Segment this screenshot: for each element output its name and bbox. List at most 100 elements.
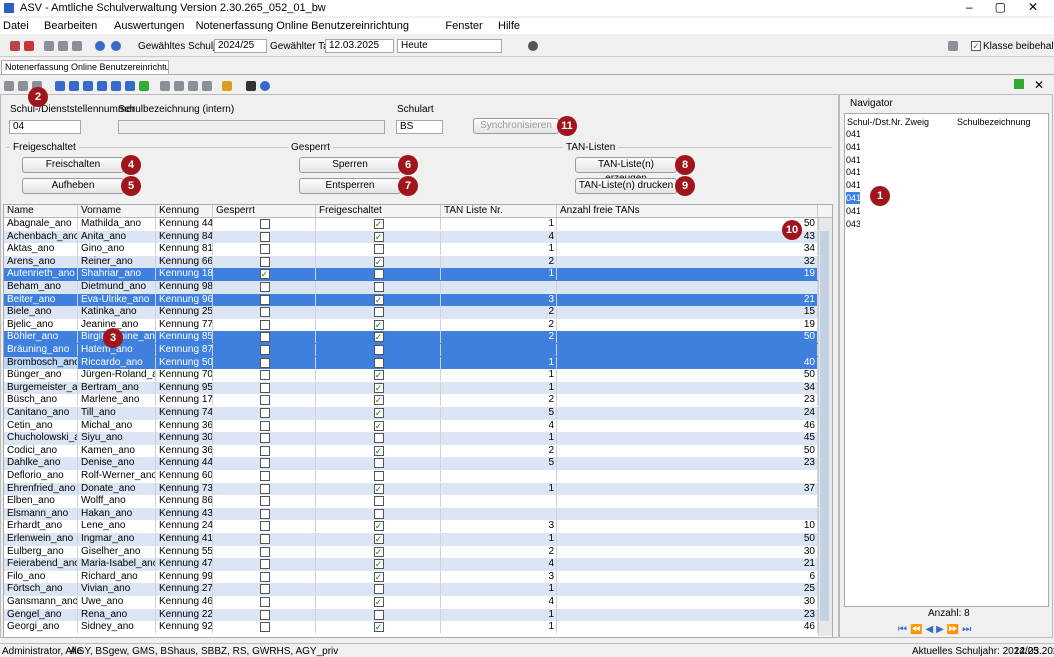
nr-input[interactable]: 04 <box>9 120 81 134</box>
table-row[interactable]: Bjelic_anoJeanine_anoKennung 7793...✓219 <box>4 319 818 332</box>
column-header[interactable]: Kennung <box>156 205 213 217</box>
nav-row[interactable]: 041 <box>846 128 860 140</box>
table-row[interactable]: Beiter_anoEva-Ulrike_anoKennung 9655...✓… <box>4 294 818 307</box>
checkbox[interactable]: ✓ <box>260 269 270 279</box>
nav-row[interactable]: 043 <box>846 218 860 230</box>
table-row[interactable]: Deflorio_anoRolf-Werner_anoKennung 6006.… <box>4 470 818 483</box>
checkbox[interactable] <box>260 307 270 317</box>
checkbox[interactable] <box>374 307 384 317</box>
checkbox[interactable] <box>374 282 384 292</box>
checkbox[interactable]: ✓ <box>374 559 384 569</box>
column-header[interactable]: Vorname <box>78 205 156 217</box>
table-row[interactable]: Arens_anoReiner_anoKennung 6673...✓232 <box>4 256 818 269</box>
table-row[interactable]: Achenbach_anoAnita_anoKennung 8436...✓44… <box>4 231 818 244</box>
table-row[interactable]: Burgemeister_anoBertram_anoKennung 9524.… <box>4 382 818 395</box>
table-row[interactable]: Bräuning_anoHatem_anoKennung 8705... <box>4 344 818 357</box>
checkbox[interactable]: ✓ <box>374 421 384 431</box>
table-row[interactable]: Cetin_anoMichal_anoKennung 3689...✓446 <box>4 420 818 433</box>
checkbox[interactable] <box>374 471 384 481</box>
heute-select[interactable]: Heute <box>397 39 502 53</box>
checkbox[interactable]: ✓ <box>374 383 384 393</box>
checkbox[interactable] <box>260 534 270 544</box>
checkbox[interactable]: ✓ <box>374 219 384 229</box>
table-row[interactable]: Feierabend_anoMaria-Isabel_anoKennung 47… <box>4 558 818 571</box>
checkbox[interactable] <box>260 408 270 418</box>
checkbox[interactable] <box>260 458 270 468</box>
window-controls[interactable]: –▢✕ <box>966 0 1046 14</box>
checkbox[interactable]: ✓ <box>374 572 384 582</box>
checkbox[interactable] <box>260 332 270 342</box>
table-row[interactable]: Biele_anoKatinka_anoKennung 2528...215 <box>4 306 818 319</box>
checkbox[interactable] <box>260 219 270 229</box>
checkbox[interactable] <box>260 622 270 632</box>
table-row[interactable]: Böhler_anoBirgit-Sabine_anoKennung 8584.… <box>4 331 818 344</box>
nav-controls[interactable]: ⏮⏪◀▶⏩⏭ <box>898 624 974 635</box>
freischalten-button[interactable]: Freischalten <box>22 157 124 173</box>
column-header[interactable]: Anzahl freie TANs <box>557 205 818 217</box>
checkbox[interactable] <box>374 496 384 506</box>
checkbox[interactable] <box>260 244 270 254</box>
table-row[interactable]: Gengel_anoRena_anoKennung 2246...123 <box>4 609 818 622</box>
table-row[interactable]: Chucholowski_anoSiyu_anoKennung 3016...1… <box>4 432 818 445</box>
nav-row[interactable]: 041 <box>846 192 860 204</box>
entsperren-button[interactable]: Entsperren <box>299 178 401 194</box>
table-row[interactable]: Elben_anoWolff_anoKennung 8686... <box>4 495 818 508</box>
checkbox[interactable] <box>260 383 270 393</box>
checkbox[interactable]: ✓ <box>374 622 384 632</box>
checkbox[interactable]: ✓ <box>374 370 384 380</box>
checkbox[interactable] <box>260 610 270 620</box>
checkbox[interactable] <box>260 433 270 443</box>
checkbox[interactable] <box>260 572 270 582</box>
checkbox[interactable]: ✓ <box>374 534 384 544</box>
scroll-thumb[interactable] <box>820 231 829 621</box>
checkbox[interactable] <box>260 395 270 405</box>
checkbox[interactable]: ✓ <box>374 484 384 494</box>
checkbox[interactable] <box>374 358 384 368</box>
checkbox[interactable] <box>374 345 384 355</box>
menu-item[interactable]: Fenster <box>445 20 482 32</box>
checkbox[interactable] <box>260 421 270 431</box>
table-row[interactable]: Autenrieth_anoShahriar_anoKennung 1899..… <box>4 268 818 281</box>
sperren-button[interactable]: Sperren <box>299 157 401 173</box>
checkbox[interactable]: ✓ <box>374 257 384 267</box>
checkbox[interactable] <box>260 358 270 368</box>
checkbox[interactable] <box>260 295 270 305</box>
table-row[interactable]: Beham_anoDietmund_anoKennung 9885... <box>4 281 818 294</box>
nav-row[interactable]: 041 <box>846 154 860 166</box>
checkbox[interactable] <box>260 484 270 494</box>
menu-item[interactable]: Hilfe <box>498 20 520 32</box>
tab[interactable]: Notenerfassung Online Benutzereinrichtun… <box>1 60 169 74</box>
checkbox[interactable]: ✓ <box>374 332 384 342</box>
tag-input[interactable]: 12.03.2025 <box>325 39 394 53</box>
checkbox[interactable] <box>260 559 270 569</box>
column-header[interactable]: Gesperrt <box>213 205 316 217</box>
menu-item[interactable]: Datei <box>3 20 29 32</box>
tan-drucken-button[interactable]: TAN-Liste(n) drucken <box>575 178 677 194</box>
checkbox[interactable] <box>260 257 270 267</box>
checkbox[interactable]: ✓ <box>374 320 384 330</box>
checkbox[interactable] <box>374 244 384 254</box>
schuljahr-select[interactable]: 2024/25 <box>214 39 267 53</box>
checkbox[interactable] <box>260 509 270 519</box>
checkbox[interactable] <box>260 521 270 531</box>
column-header[interactable]: Freigeschaltet <box>316 205 441 217</box>
checkbox[interactable] <box>260 320 270 330</box>
column-header[interactable]: Name <box>4 205 78 217</box>
checkbox[interactable] <box>260 446 270 456</box>
checkbox[interactable] <box>260 547 270 557</box>
table-row[interactable]: Bünger_anoJürgen-Roland_anoKennung 7064.… <box>4 369 818 382</box>
checkbox[interactable] <box>374 584 384 594</box>
checkbox[interactable] <box>374 269 384 279</box>
checkbox[interactable] <box>374 610 384 620</box>
checkbox[interactable] <box>260 282 270 292</box>
nav-row[interactable]: 041 <box>846 179 860 191</box>
table-row[interactable]: Dahlke_anoDenise_anoKennung 4431...523 <box>4 457 818 470</box>
close-panel[interactable]: ✕ <box>1034 78 1044 92</box>
checkbox[interactable] <box>260 370 270 380</box>
sync-button[interactable]: Synchronisieren <box>473 118 559 134</box>
table-row[interactable]: Abagnale_anoMathilda_anoKennung 4470...✓… <box>4 218 818 231</box>
schulart-input[interactable]: BS <box>396 120 443 134</box>
checkbox[interactable] <box>260 597 270 607</box>
table-row[interactable]: Filo_anoRichard_anoKennung 9902...✓36 <box>4 571 818 584</box>
menu-item[interactable]: Auswertungen <box>114 20 184 32</box>
